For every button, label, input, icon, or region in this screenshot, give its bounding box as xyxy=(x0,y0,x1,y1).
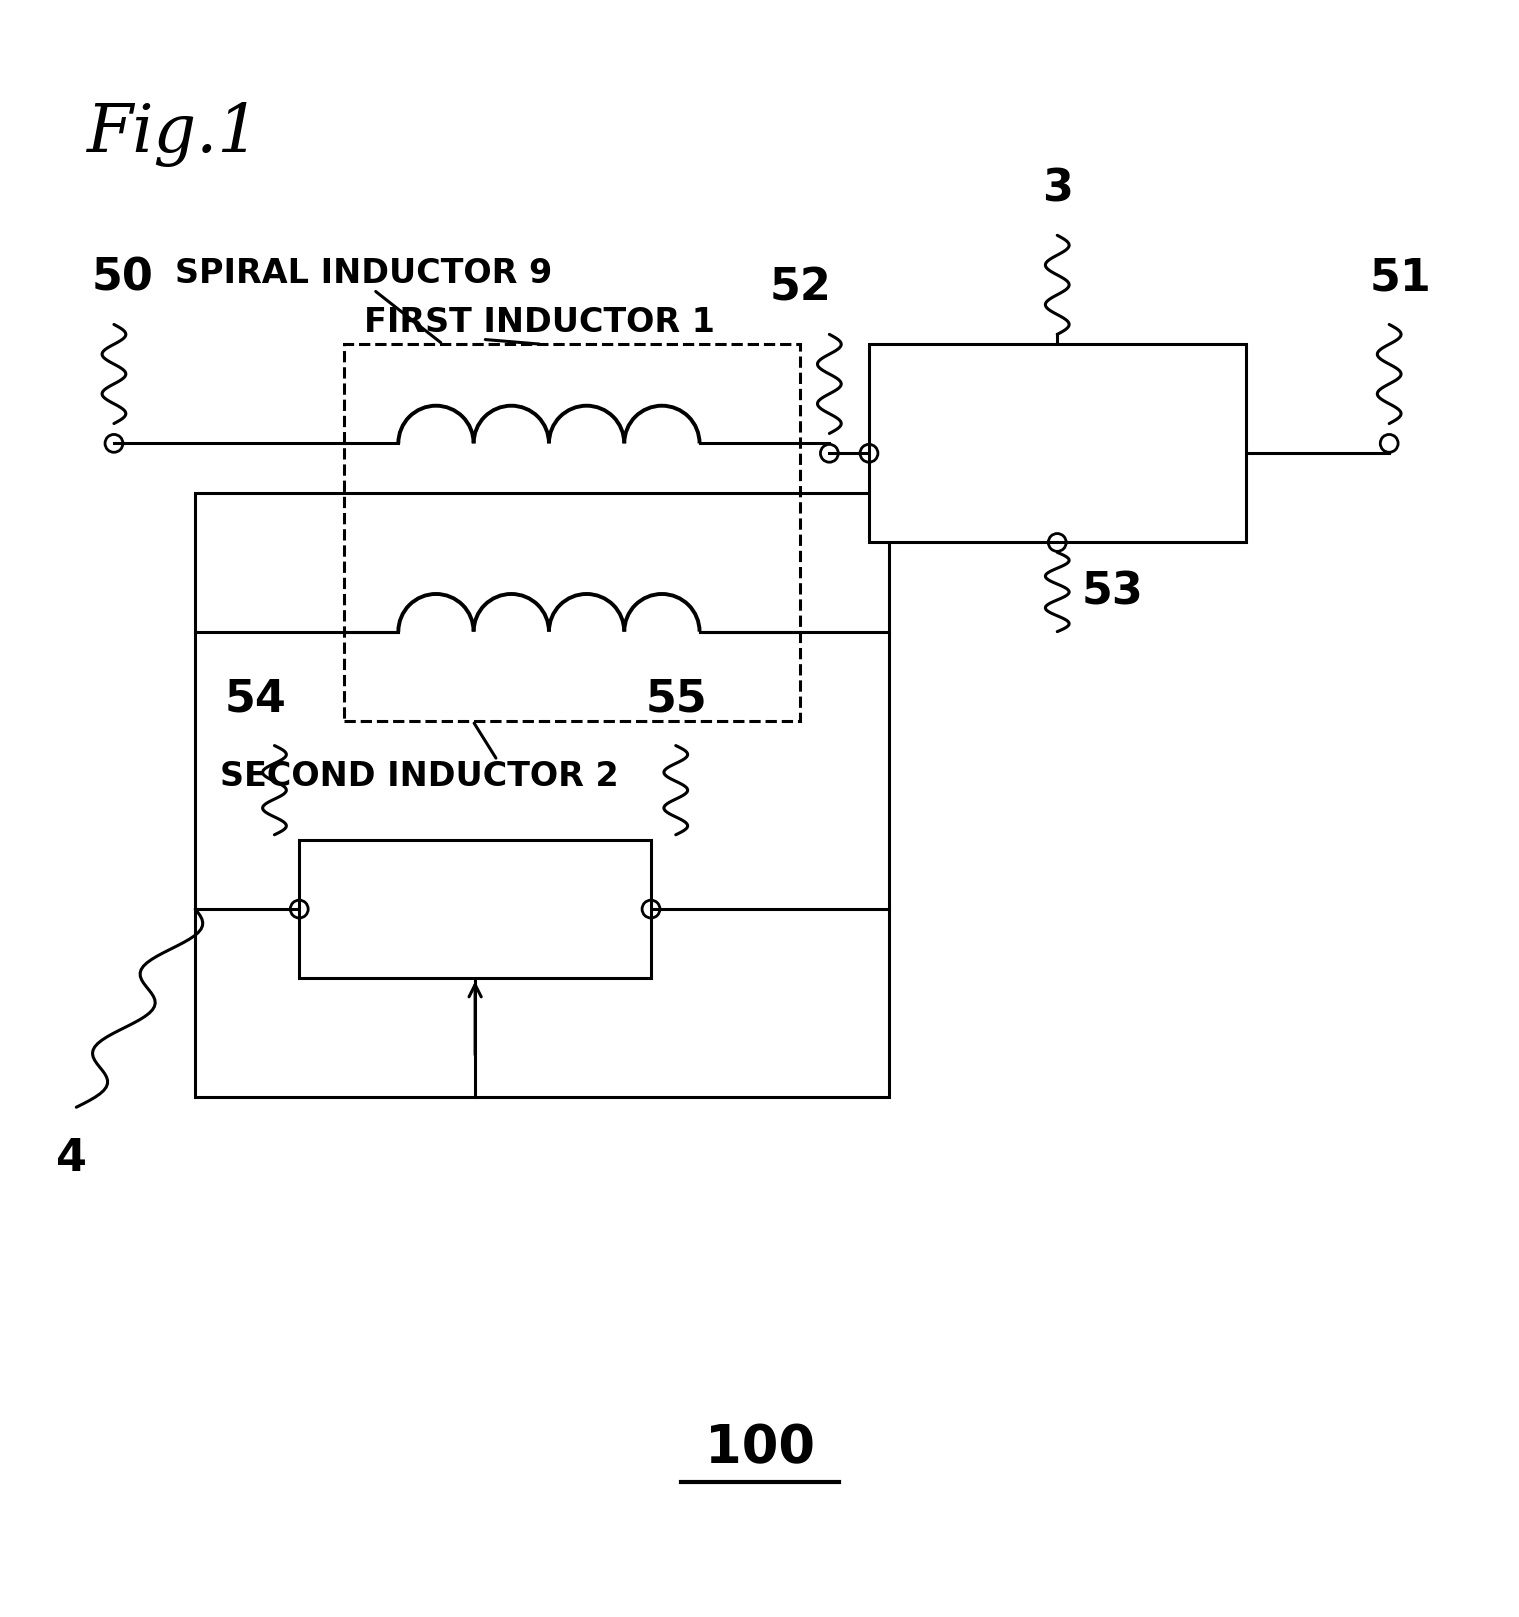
Text: 54: 54 xyxy=(225,678,287,721)
Text: SECOND INDUCTOR 2: SECOND INDUCTOR 2 xyxy=(220,760,618,794)
Text: SOURCE: SOURCE xyxy=(392,910,557,944)
Bar xyxy=(869,344,1246,542)
Text: 4: 4 xyxy=(56,1137,88,1180)
Text: DETECTION: DETECTION xyxy=(942,427,1173,461)
Text: 53: 53 xyxy=(1082,571,1144,613)
Text: CURRENT: CURRENT xyxy=(962,399,1153,433)
Bar xyxy=(343,344,799,721)
Text: 3: 3 xyxy=(1042,168,1074,210)
Text: 51: 51 xyxy=(1369,257,1431,299)
Text: 52: 52 xyxy=(770,267,832,309)
Text: CIRCUIT: CIRCUIT xyxy=(977,454,1138,488)
Text: SPIRAL INDUCTOR 9: SPIRAL INDUCTOR 9 xyxy=(175,257,553,289)
Text: 55: 55 xyxy=(646,678,708,721)
Text: Fig.1: Fig.1 xyxy=(87,102,260,167)
Text: 100: 100 xyxy=(705,1421,816,1473)
Bar xyxy=(196,493,889,1098)
Text: 50: 50 xyxy=(91,257,153,299)
Text: FIRST INDUCTOR 1: FIRST INDUCTOR 1 xyxy=(363,306,714,340)
Bar xyxy=(299,839,652,978)
Text: CURRENT: CURRENT xyxy=(380,875,571,909)
